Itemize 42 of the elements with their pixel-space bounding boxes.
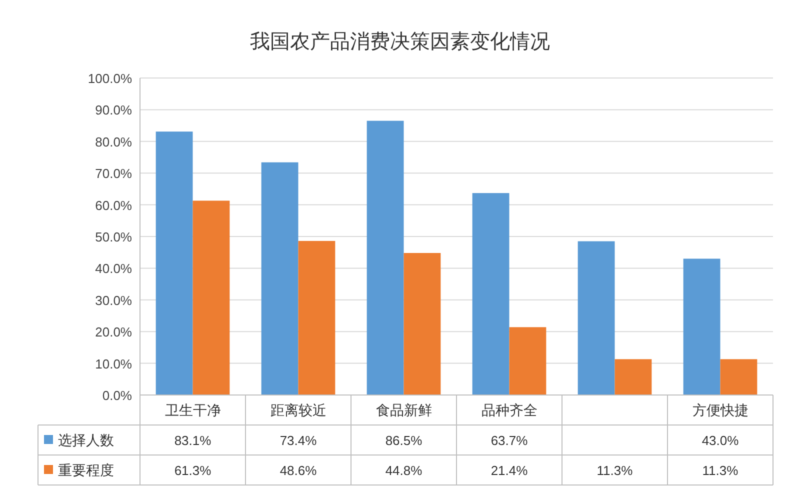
data-label: 48.6% xyxy=(280,463,318,478)
x-tick-label: 距离较近 xyxy=(270,402,326,418)
x-tick-label: 品种齐全 xyxy=(481,402,538,418)
y-tick-label: 70.0% xyxy=(95,166,132,182)
data-label: 73.4% xyxy=(280,433,318,448)
y-tick-label: 0.0% xyxy=(102,388,132,403)
x-tick-label: 卫生干净 xyxy=(164,402,221,418)
bar xyxy=(509,327,546,395)
bar xyxy=(472,193,510,395)
bar xyxy=(298,240,336,395)
bar xyxy=(614,359,652,395)
chart-title: 我国农产品消费决策因素变化情况 xyxy=(250,31,550,53)
x-tick-label: 食品新鲜 xyxy=(376,402,432,418)
data-label: 63.7% xyxy=(490,433,528,448)
y-tick-label: 30.0% xyxy=(95,292,132,308)
bar xyxy=(366,120,404,395)
data-label: 21.4% xyxy=(490,463,528,478)
bar xyxy=(192,200,230,395)
y-tick-label: 20.0% xyxy=(95,324,132,340)
y-tick-label: 50.0% xyxy=(95,230,132,244)
data-label: 86.5% xyxy=(385,433,423,448)
data-label: 43.0% xyxy=(702,433,740,448)
y-tick-label: 40.0% xyxy=(95,261,132,276)
bar xyxy=(578,241,615,395)
legend-label: 选择人数 xyxy=(58,432,114,448)
bar xyxy=(156,132,193,395)
y-tick-label: 10.0% xyxy=(95,356,132,372)
y-tick-label: 60.0% xyxy=(95,198,132,213)
bar xyxy=(683,258,720,395)
data-label: 44.8% xyxy=(385,463,423,478)
x-tick-label: 方便快捷 xyxy=(692,402,748,418)
data-label: 83.1% xyxy=(174,433,212,448)
data-label: 61.3% xyxy=(174,463,212,478)
legend-label: 重要程度 xyxy=(58,462,114,478)
y-tick-label: 100.0% xyxy=(88,71,132,86)
y-tick-label: 90.0% xyxy=(95,102,132,118)
bar xyxy=(261,162,298,395)
bar xyxy=(720,359,758,395)
data-label: 11.3% xyxy=(596,463,634,478)
bar xyxy=(404,252,441,395)
y-tick-label: 80.0% xyxy=(95,134,132,150)
data-label: 11.3% xyxy=(702,463,739,478)
